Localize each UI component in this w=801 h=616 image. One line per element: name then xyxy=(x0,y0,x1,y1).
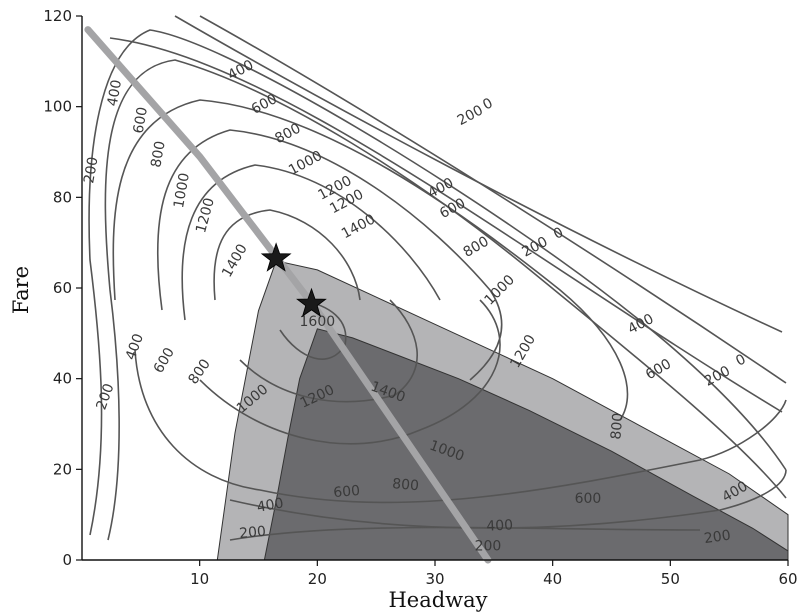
contour-label: 600 xyxy=(151,345,178,376)
contour-label: 1200 xyxy=(193,196,218,235)
x-tick-label: 20 xyxy=(308,570,327,588)
contour-label: 600 xyxy=(333,483,361,501)
y-tick-label: 0 xyxy=(62,551,72,569)
contour-label: 1000 xyxy=(286,148,325,179)
contour-label: 200 xyxy=(475,538,502,554)
contour-label: 1400 xyxy=(219,241,251,280)
contour-label: 400 xyxy=(486,517,514,534)
x-tick-label: 40 xyxy=(543,570,562,588)
y-axis-label: Fare xyxy=(9,266,33,314)
contour-line xyxy=(181,164,441,321)
contour-label: 600 xyxy=(249,91,280,118)
contour-line xyxy=(174,15,783,333)
contour-label: 800 xyxy=(148,140,168,169)
contour-line xyxy=(134,349,787,504)
y-tick-label: 20 xyxy=(53,460,72,478)
y-tick-label: 120 xyxy=(43,7,72,25)
series-line-1 xyxy=(84,26,492,564)
contour-label: 200 xyxy=(81,156,101,185)
contour-label: 600 xyxy=(131,106,151,135)
contour-label: 1000 xyxy=(481,272,518,309)
contour-label: 600 xyxy=(575,491,602,507)
contour-label: 1000 xyxy=(171,172,193,210)
contour-label: 200 xyxy=(93,382,117,413)
y-tick-label: 40 xyxy=(53,370,72,388)
contour-label: 400 xyxy=(123,332,147,363)
contour-label: 800 xyxy=(461,234,492,261)
contour-line xyxy=(156,129,503,381)
contour-label: 800 xyxy=(392,476,420,494)
optimum-markers xyxy=(260,242,327,317)
contour-label: 200 xyxy=(519,234,550,261)
contour-label: 200 xyxy=(703,528,732,548)
contour-line xyxy=(239,299,418,403)
contour-label: 0 xyxy=(733,351,748,369)
contour-label: 1200 xyxy=(507,332,539,371)
contour-label: 800 xyxy=(185,356,213,387)
contour-label: 400 xyxy=(256,495,285,515)
contour-label: 200 xyxy=(702,363,733,390)
y-tick-label: 80 xyxy=(53,188,72,206)
contour-line xyxy=(88,29,787,536)
x-tick-label: 60 xyxy=(778,570,797,588)
contour-line xyxy=(213,209,361,301)
star-marker-1 xyxy=(260,242,292,272)
contour-label: 600 xyxy=(643,356,674,383)
contour-line xyxy=(112,99,629,421)
contour-label: 1600 xyxy=(300,314,336,330)
contour-label: 400 xyxy=(105,79,125,108)
contour-line xyxy=(229,469,787,529)
contour-line xyxy=(199,15,787,384)
x-tick-label: 30 xyxy=(425,570,444,588)
x-tick-label: 10 xyxy=(190,570,209,588)
x-axis-label: Headway xyxy=(388,588,487,612)
y-tick-label: 60 xyxy=(53,279,72,297)
contour-line xyxy=(109,37,783,413)
y-tick-label: 100 xyxy=(43,98,72,116)
contour-lines xyxy=(88,15,787,541)
contour-label: 400 xyxy=(425,175,456,202)
contour-label: 200 xyxy=(239,524,267,542)
series-layer xyxy=(84,26,492,564)
contour-label: 200 xyxy=(455,102,486,129)
star-marker-2 xyxy=(296,287,327,317)
contour-line xyxy=(104,59,787,541)
x-tick-label: 50 xyxy=(661,570,680,588)
contour-label: 1400 xyxy=(339,211,378,242)
contour-label: 800 xyxy=(608,412,626,440)
contour-line xyxy=(199,299,501,445)
